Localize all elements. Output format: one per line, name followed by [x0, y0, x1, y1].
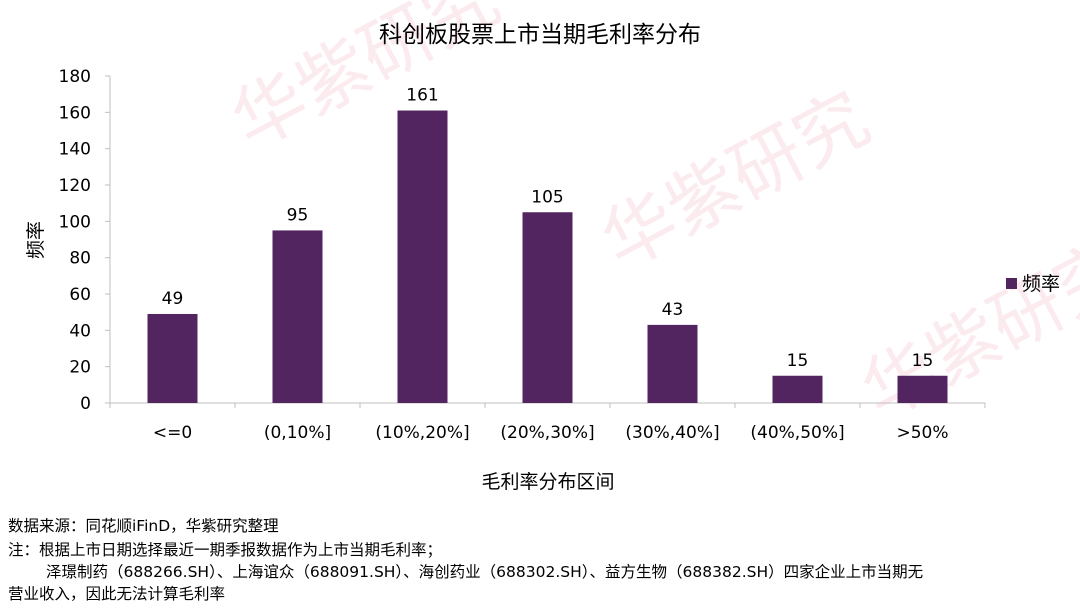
y-tick-label: 180 [59, 67, 91, 87]
legend-swatch [1006, 278, 1017, 289]
x-tick-label: (0,10%] [264, 423, 331, 443]
legend: 频率 [1006, 273, 1060, 295]
y-tick-label: 60 [69, 285, 91, 305]
watermark-text: 华紫研究 [589, 76, 883, 285]
y-axis-label: 频率 [25, 221, 47, 259]
y-axis-ticks: 0 20 40 60 80 100 120 140 160 180 [59, 67, 110, 414]
note-line-3: 营业收入，因此无法计算毛利率 [8, 585, 226, 603]
y-tick-label: 80 [69, 249, 91, 269]
x-axis-ticks: <=0 (0,10%] (10%,20%] (20%,30%] (30%,40%] (40… [109, 403, 986, 443]
bar-value-label: 105 [531, 187, 563, 207]
x-tick-label: >50% [896, 423, 948, 443]
note-line-1: 注：根据上市日期选择最近一期季报数据作为上市当期毛利率； [8, 541, 443, 559]
x-tick-label: <=0 [153, 423, 192, 443]
watermark-text: 华紫研究 [849, 226, 1080, 435]
bar [272, 230, 323, 403]
bar-value-label: 15 [912, 351, 934, 371]
x-axis-label: 毛利率分布区间 [481, 471, 614, 493]
y-tick-label: 140 [59, 140, 91, 160]
bar [772, 375, 823, 403]
bar [397, 110, 448, 404]
bar [897, 375, 948, 403]
legend-label: 频率 [1022, 273, 1060, 295]
source-note: 数据来源：同花顺iFinD，华紫研究整理 [8, 517, 279, 535]
bar [647, 324, 698, 403]
note-line-2: 泽璟制药（688266.SH）、上海谊众（688091.SH）、海创药业（688… [46, 563, 924, 581]
bar [522, 212, 573, 403]
x-tick-label: (10%,20%] [375, 423, 469, 443]
bar-value-label: 161 [406, 86, 438, 106]
bar-value-label: 49 [162, 289, 184, 309]
x-tick-label: (20%,30%] [500, 423, 594, 443]
chart-title: 科创板股票上市当期毛利率分布 [379, 22, 701, 48]
y-tick-label: 20 [69, 358, 91, 378]
y-tick-label: 100 [59, 212, 91, 232]
bar-value-label: 43 [662, 300, 684, 320]
y-tick-label: 40 [69, 321, 91, 341]
y-tick-label: 160 [59, 103, 91, 123]
data-labels: 49 95 161 105 43 15 15 [162, 86, 934, 371]
x-tick-label: (40%,50%] [750, 423, 844, 443]
y-tick-label: 120 [59, 176, 91, 196]
bar [147, 313, 198, 403]
x-tick-label: (30%,40%] [625, 423, 719, 443]
bar-value-label: 15 [787, 351, 809, 371]
bar-value-label: 95 [287, 205, 309, 225]
bar-series [147, 110, 948, 404]
y-tick-label: 0 [80, 394, 91, 414]
